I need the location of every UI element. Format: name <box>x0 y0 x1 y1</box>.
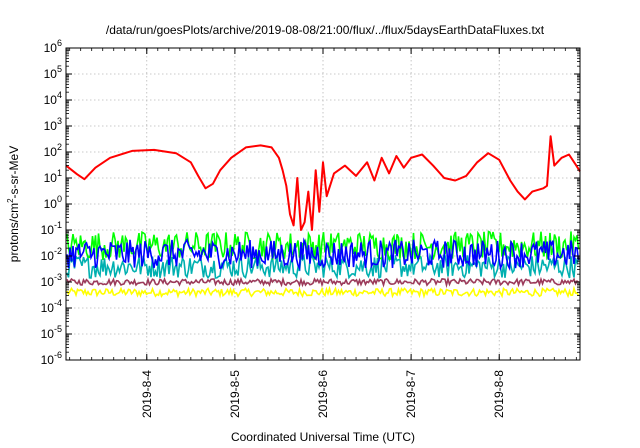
x-tick-label: 2019-8-5 <box>228 370 242 418</box>
y-tick-label: 106 <box>44 38 62 55</box>
y-tick-label: 101 <box>44 168 62 185</box>
y-tick-label: 10-5 <box>41 324 62 341</box>
x-tick-label: 2019-8-6 <box>316 370 330 418</box>
y-tick-label: 104 <box>44 90 62 107</box>
y-tick-label: 105 <box>44 64 62 81</box>
grid-lines <box>66 48 580 360</box>
y-tick-label: 103 <box>44 116 62 133</box>
y-tick-label: 10-4 <box>41 298 62 315</box>
series-line <box>66 230 580 263</box>
y-tick-label: 10-3 <box>41 272 62 289</box>
x-tick-label: 2019-8-4 <box>140 370 154 418</box>
series-line <box>66 237 580 272</box>
chart-title: /data/run/goesPlots/archive/2019-08-08/2… <box>106 23 545 37</box>
x-axis: 2019-8-4 2019-8-5 2019-8-6 2019-8-7 2019-8-8 <box>69 48 577 418</box>
series-line <box>66 285 580 300</box>
series-layer <box>65 135 581 300</box>
x-tick-label: 2019-8-8 <box>492 370 506 418</box>
y-tick-label: 10-6 <box>41 350 62 367</box>
y-tick-label: 10-2 <box>41 246 62 263</box>
y-tick-label: 100 <box>44 194 62 211</box>
y-tick-label: 102 <box>44 142 62 159</box>
x-axis-label: Coordinated Universal Time (UTC) <box>231 430 415 444</box>
y-tick-label: 10-1 <box>41 220 62 237</box>
x-tick-label: 2019-8-7 <box>404 370 418 418</box>
y-axis-label: protons/cm2-s-sr-MeV <box>6 146 21 262</box>
series-line <box>66 276 579 289</box>
series-line <box>65 135 581 231</box>
